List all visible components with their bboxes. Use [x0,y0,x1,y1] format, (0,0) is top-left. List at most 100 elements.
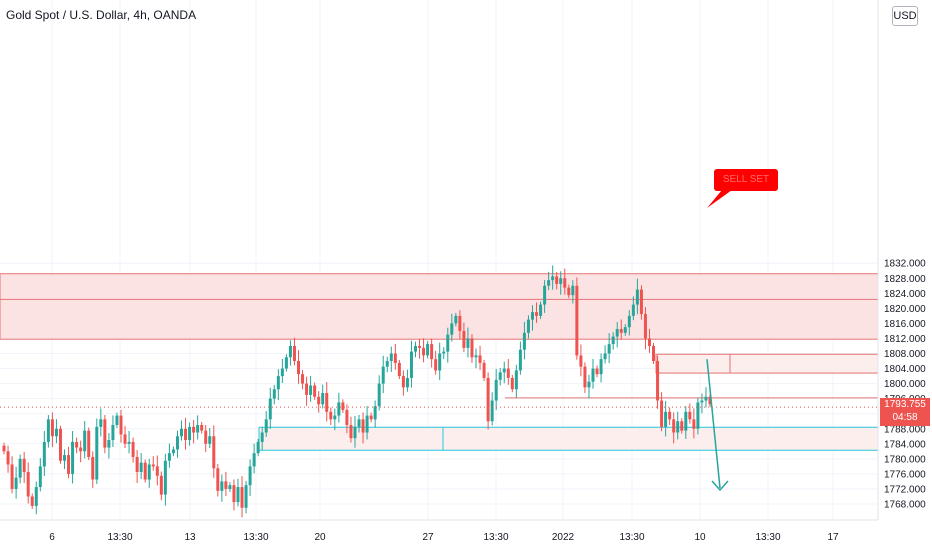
candle-body [680,421,684,431]
candle-body [583,366,587,388]
candle-body [611,336,615,345]
candle-body [357,419,361,427]
candle-body [547,280,551,286]
candle-body [284,357,288,369]
candle-body [450,323,454,335]
candle-body [276,376,280,390]
candle-body [664,411,668,427]
candle-body [208,436,212,444]
candle-body [297,361,301,375]
candle-body [413,345,417,352]
candle-body [567,287,571,296]
candle-body [676,421,680,433]
candle-body [272,389,276,399]
candle-body [232,485,236,503]
currency-button[interactable]: USD [892,6,918,26]
y-tick-label: 1816.000 [884,319,926,330]
candle-body [34,487,38,506]
x-tick-label: 6 [49,532,55,543]
candle-body [46,419,50,442]
candle-body [518,349,522,371]
candle-body [684,411,688,431]
candle-body [510,377,514,390]
candle-body [54,428,58,437]
candle-body [18,458,22,478]
candle-body [692,419,696,429]
candle-body [260,432,264,442]
candle-body [652,345,656,362]
x-tick-label: 27 [422,532,434,543]
candle-body [514,370,518,390]
candle-body [127,441,131,444]
candle-body [171,449,175,454]
candle-body [543,285,547,305]
y-tick-label: 1788.000 [884,424,926,435]
candle-body [184,428,188,441]
candle-body [30,496,34,506]
candle-body [579,355,583,367]
y-tick-label: 1784.000 [884,439,926,450]
candle-body [26,472,30,497]
x-tick-label: 17 [827,532,839,543]
candle-body [268,398,272,420]
candle-body [486,377,490,422]
candle-body [635,289,639,305]
bar-countdown-label: 04:58 [892,412,918,424]
candle-body [313,385,317,397]
candle-body [688,411,692,420]
candle-body [248,466,252,486]
candle-body [454,315,458,324]
candle-body [595,368,599,375]
candle-body [6,451,10,465]
annotations-layer [0,190,878,492]
last-price-tag: 1793.755 04:58 [880,398,930,427]
candle-body [329,411,333,420]
candle-body [559,278,563,284]
candle-body [490,400,494,422]
candle-body [426,344,430,356]
candle-body [361,419,365,433]
candle-body [200,424,204,431]
candle-body [704,396,708,401]
candle-body [252,453,256,467]
candle-body [430,344,434,360]
candle-body [192,426,196,433]
candle-body [462,330,466,348]
candle-body [393,353,397,363]
candle-body [159,475,163,495]
x-tick-label: 10 [694,532,706,543]
candle-body [385,361,389,367]
candle-body [660,400,664,427]
sell-set-callout: SELL SET [714,169,778,191]
candle-body [535,312,539,316]
candle-body [470,338,474,358]
candle-body [321,393,325,405]
candle-body [309,385,313,395]
candle-body [131,441,135,457]
candle-body [71,441,75,474]
candle-body [22,458,26,473]
y-tick-label: 1772.000 [884,484,926,495]
candle-body [301,374,305,384]
candle-body [696,402,700,429]
candle-body [256,441,260,454]
candle-body [377,383,381,407]
candle-body [333,415,337,420]
y-tick-label: 1832.000 [884,259,926,270]
x-tick-label: 2022 [552,532,575,543]
candle-body [75,441,79,448]
candle-body [530,312,534,320]
candle-body [591,368,595,382]
candle-body [442,351,446,354]
candle-body [224,481,228,489]
candle-body [155,466,159,476]
candle-body [555,276,559,284]
candle-body [10,464,14,489]
candle-body [539,304,543,316]
candle-body [341,402,345,410]
candle-body [147,464,151,480]
candle-body [700,400,704,403]
candle-body [627,315,631,328]
